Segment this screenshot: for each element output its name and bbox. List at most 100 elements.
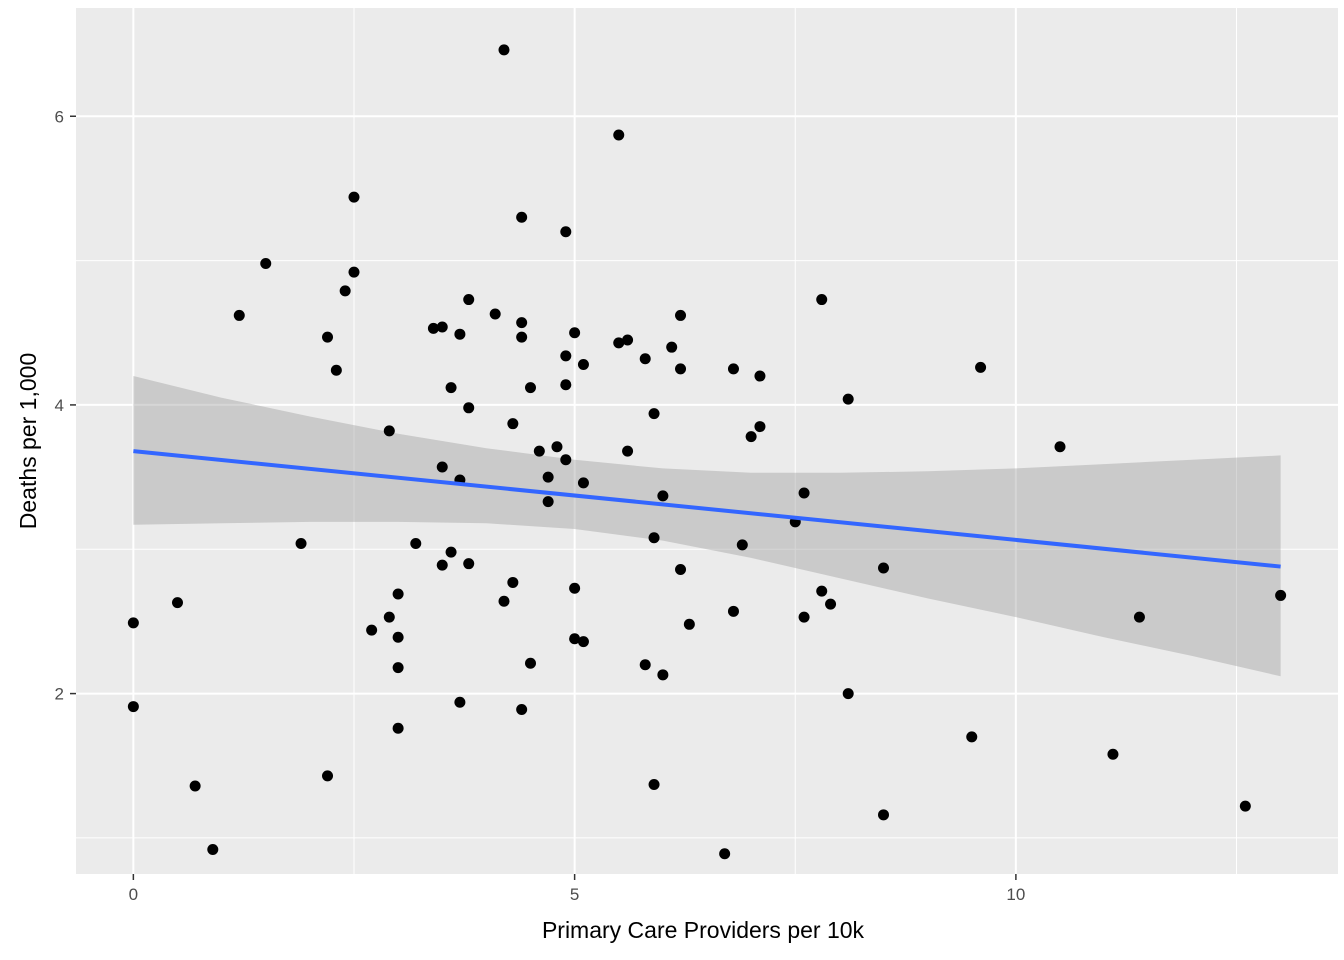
confidence-band-layer [133,376,1281,677]
data-point [675,363,687,375]
data-point [348,266,360,278]
data-point [639,659,651,671]
data-point [1133,611,1145,623]
data-point [648,779,660,791]
data-point [560,379,572,391]
data-point [445,546,457,558]
data-point [392,662,404,674]
data-point [392,631,404,643]
data-point [445,382,457,394]
data-point [436,461,448,473]
fit-line-layer [133,449,1281,569]
data-point [560,454,572,466]
plot-panel [76,8,1338,874]
confidence-band [133,376,1281,677]
data-point [560,226,572,238]
data-point [489,308,501,320]
data-point [322,331,334,343]
data-point [622,334,634,346]
data-point [498,44,510,56]
data-point [524,657,536,669]
data-point [878,562,890,574]
grid-lines [76,8,1338,874]
data-point [507,418,519,430]
data-point [330,364,342,376]
data-point [127,617,139,629]
data-point [436,321,448,333]
data-point [683,618,695,630]
data-point [842,393,854,405]
data-point [171,597,183,609]
data-point [551,441,563,453]
data-point [966,731,978,743]
data-point [648,532,660,544]
data-point [498,595,510,607]
data-point [322,770,334,782]
data-point [657,669,669,681]
data-point [366,624,378,636]
x-tick-label: 5 [570,885,579,904]
data-point [816,585,828,597]
data-point [798,487,810,499]
data-point [454,696,466,708]
data-point [798,611,810,623]
data-point [339,285,351,297]
data-point [569,582,581,594]
x-tick-label: 0 [129,885,138,904]
data-point [295,537,307,549]
data-point [569,633,581,645]
data-point [260,257,272,269]
data-point [754,421,766,433]
data-point [410,537,422,549]
data-point [507,576,519,588]
data-point [878,809,890,821]
data-point [727,363,739,375]
y-tick-label: 6 [55,107,64,126]
y-tick-label: 4 [55,396,64,415]
data-point [745,431,757,443]
data-point [657,490,669,502]
data-point [1275,589,1287,601]
data-point [127,701,139,713]
data-point [560,350,572,362]
data-point [727,605,739,617]
y-tick-label: 2 [55,685,64,704]
regression-line [133,449,1281,569]
data-point [1239,800,1251,812]
data-point [816,294,828,306]
data-point [392,722,404,734]
data-point [463,402,475,414]
axes-layer: 0 5 10 2 4 6 [55,107,1026,904]
data-point [569,327,581,339]
data-point [825,598,837,610]
data-point [436,559,448,571]
data-point [613,129,625,141]
data-point [613,337,625,349]
data-point [1107,748,1119,760]
x-axis-title: Primary Care Providers per 10k [542,917,865,943]
data-point [666,341,678,353]
data-point [454,328,466,340]
data-point [516,317,528,329]
data-point [533,445,545,457]
data-point [675,563,687,575]
data-point [189,780,201,792]
data-points-layer [127,44,1287,860]
x-tick-label: 10 [1006,885,1025,904]
data-point [639,353,651,365]
data-point [516,331,528,343]
data-point [392,588,404,600]
data-point [207,843,219,855]
data-point [463,558,475,570]
data-point [577,359,589,371]
data-point [577,477,589,489]
data-point [516,211,528,223]
data-point [542,471,554,483]
data-point [233,309,245,321]
data-point [577,636,589,648]
data-point [754,370,766,382]
data-point [383,425,395,437]
data-point [736,539,748,551]
data-point [542,496,554,508]
